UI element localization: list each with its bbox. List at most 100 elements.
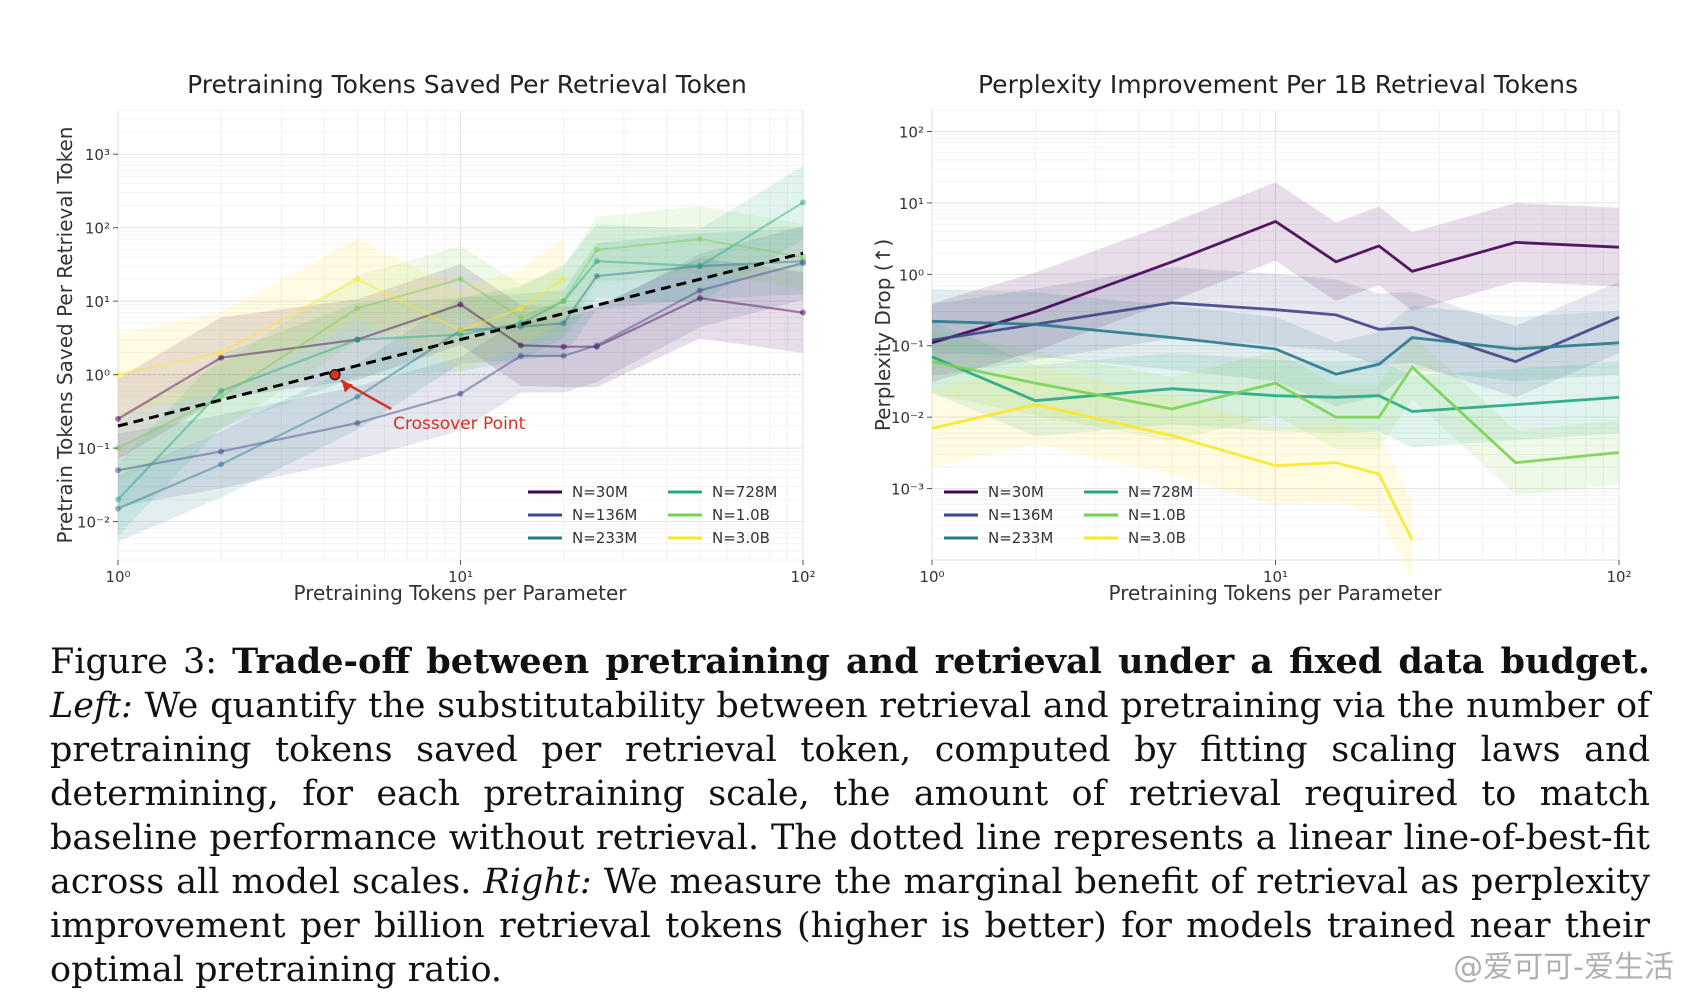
x-tick-label: 10¹ bbox=[448, 568, 473, 586]
data-point-n136m bbox=[115, 467, 121, 474]
figure-panels: Pretraining Tokens Saved Per Retrieval T… bbox=[53, 70, 1632, 605]
x-tick-label: 10² bbox=[1606, 568, 1631, 586]
y-tick-label: 10¹ bbox=[85, 293, 110, 311]
right-chart-title: Perplexity Improvement Per 1B Retrieval … bbox=[978, 70, 1578, 99]
data-point-n10b bbox=[696, 236, 703, 243]
right-x-axis-label: Pretraining Tokens per Parameter bbox=[1109, 581, 1443, 605]
data-point-n136m bbox=[457, 390, 464, 397]
caption-left-tag: Left: bbox=[50, 686, 133, 726]
x-tick-label: 10⁰ bbox=[919, 568, 944, 586]
data-point-n728m bbox=[457, 331, 464, 338]
crossover-arrow-head bbox=[341, 381, 353, 393]
confidence-band-n10b bbox=[118, 206, 803, 482]
data-point-n30m bbox=[800, 309, 806, 316]
data-point-n136m bbox=[696, 287, 703, 294]
left-x-ticks: 10⁰ 10¹ 10² bbox=[105, 560, 816, 586]
y-tick-label: 10³ bbox=[85, 146, 110, 164]
data-point-n728m bbox=[696, 263, 703, 270]
watermark: @爱可可-爱生活 bbox=[1453, 950, 1674, 985]
legend-label-n30m: N=30M bbox=[988, 483, 1044, 501]
data-point-n30m bbox=[457, 301, 464, 308]
data-point-n30b bbox=[354, 276, 361, 283]
y-tick-label: 10² bbox=[85, 220, 110, 238]
series-line-n30b bbox=[931, 403, 1414, 541]
data-point-n233m bbox=[800, 258, 806, 265]
data-point-n136m bbox=[218, 448, 225, 455]
data-point-n233m bbox=[115, 505, 121, 512]
series-line-n233m bbox=[931, 319, 1620, 376]
legend-label-n30b: N=3.0B bbox=[712, 529, 770, 547]
data-point-n233m bbox=[593, 273, 600, 280]
legend-label-n30b: N=3.0B bbox=[1128, 529, 1186, 547]
data-point-n136m bbox=[517, 352, 524, 359]
confidence-band-n30m bbox=[932, 182, 1619, 383]
right-legend: N=30M N=136M N=233M N=728M N=1.0B N=3.0B bbox=[944, 483, 1193, 547]
data-point-n728m bbox=[593, 258, 600, 265]
left-best-fit-line bbox=[117, 251, 804, 428]
confidence-band-n10b bbox=[932, 329, 1619, 495]
left-confidence-bands bbox=[118, 165, 803, 542]
y-tick-label: 10⁻¹ bbox=[891, 338, 924, 356]
data-point-n30m bbox=[696, 295, 703, 302]
y-tick-label: 10⁰ bbox=[899, 266, 924, 284]
confidence-band-n728m bbox=[118, 165, 803, 537]
confidence-band-n233m bbox=[118, 228, 803, 542]
left-gridlines bbox=[117, 109, 804, 561]
data-point-n30b bbox=[457, 327, 464, 334]
y-tick-label: 10⁻² bbox=[77, 514, 110, 532]
legend-label-n10b: N=1.0B bbox=[712, 506, 770, 524]
data-point-n728m bbox=[218, 387, 225, 394]
series-line-n30b bbox=[117, 277, 565, 376]
legend-label-n728m: N=728M bbox=[712, 483, 777, 501]
right-y-ticks: 10⁻³ 10⁻² 10⁻¹ 10⁰ 10¹ 10² bbox=[891, 123, 932, 499]
confidence-band-n30b bbox=[118, 238, 564, 416]
data-point-n10b bbox=[593, 246, 600, 253]
caption-label: Figure 3: bbox=[50, 642, 218, 682]
y-tick-label: 10² bbox=[899, 123, 924, 141]
left-y-ticks: 10⁻² 10⁻¹ 10⁰ 10¹ 10² 10³ bbox=[77, 146, 118, 532]
data-point-n10b bbox=[457, 276, 464, 283]
data-point-n30m bbox=[218, 354, 225, 361]
data-point-n233m bbox=[218, 461, 225, 468]
data-point-n30m bbox=[560, 343, 567, 350]
y-tick-label: 10⁻³ bbox=[891, 481, 924, 499]
series-line-n30m bbox=[931, 219, 1620, 345]
caption-left-text: We quantify the substitutability between… bbox=[50, 686, 1650, 902]
data-point-n30b bbox=[218, 349, 225, 356]
data-point-n136m bbox=[560, 352, 567, 359]
legend-label-n10b: N=1.0B bbox=[1128, 506, 1186, 524]
data-point-n136m bbox=[593, 342, 600, 349]
x-tick-label: 10² bbox=[790, 568, 815, 586]
confidence-band-n30b bbox=[932, 365, 1413, 580]
left-legend: N=30M N=136M N=233M N=728M N=1.0B N=3.0B bbox=[528, 483, 777, 547]
y-tick-label: 10¹ bbox=[899, 195, 924, 213]
left-chart-title: Pretraining Tokens Saved Per Retrieval T… bbox=[187, 70, 747, 99]
caption-right-text: We measure the marginal benefit of retri… bbox=[50, 862, 1650, 990]
caption-right-tag: Right: bbox=[483, 862, 592, 902]
series-line-n136m bbox=[931, 301, 1620, 364]
data-point-n136m bbox=[354, 419, 361, 426]
data-point-n10b bbox=[560, 298, 567, 305]
series-line-n728m bbox=[931, 355, 1620, 413]
crossover-label: Crossover Point bbox=[393, 414, 525, 434]
left-series-group bbox=[115, 199, 806, 512]
data-point-n10b bbox=[800, 253, 806, 260]
figure-caption: Figure 3: Trade-off between pretraining … bbox=[50, 640, 1650, 992]
data-point-n728m bbox=[800, 199, 806, 206]
crossover-point-marker bbox=[329, 369, 341, 381]
data-point-n30b bbox=[560, 276, 567, 283]
right-chart-panel: Perplexity Improvement Per 1B Retrieval … bbox=[871, 70, 1632, 605]
data-point-n10b bbox=[517, 314, 524, 321]
data-point-n10b bbox=[218, 393, 225, 400]
data-point-n728m bbox=[354, 336, 361, 343]
legend-label-n728m: N=728M bbox=[1128, 483, 1193, 501]
confidence-band-n136m bbox=[932, 267, 1619, 398]
legend-label-n136m: N=136M bbox=[572, 506, 637, 524]
left-x-axis-label: Pretraining Tokens per Parameter bbox=[294, 581, 628, 605]
legend-label-n233m: N=233M bbox=[572, 529, 637, 547]
x-tick-label: 10¹ bbox=[1263, 568, 1288, 586]
right-series-group bbox=[931, 219, 1620, 541]
right-gridlines bbox=[931, 109, 1620, 561]
data-point-n30m bbox=[115, 415, 121, 422]
caption-bold-title: Trade-off between pretraining and retrie… bbox=[232, 641, 1650, 682]
